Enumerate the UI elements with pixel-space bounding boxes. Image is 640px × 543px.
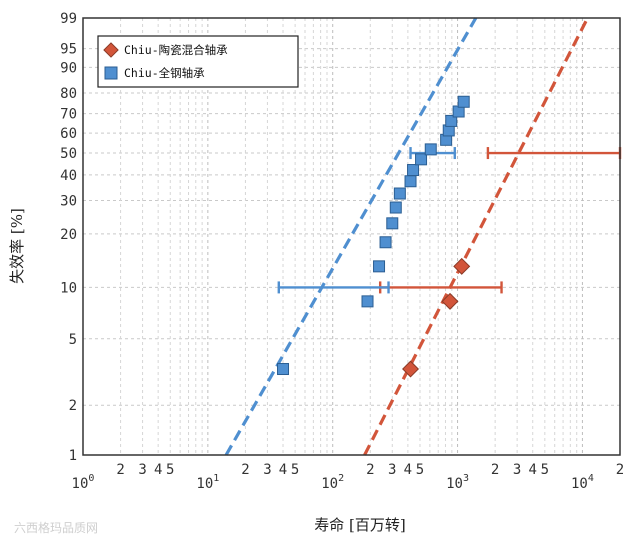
data-point-steel <box>393 187 406 200</box>
x-minor-tick-label: 3 <box>138 462 146 478</box>
y-tick-label: 10 <box>60 280 77 296</box>
data-point-hybrid <box>402 360 420 378</box>
grid <box>82 17 621 456</box>
legend-marker-square <box>104 66 118 80</box>
legend: Chiu-陶瓷混合轴承 Chiu-全钢轴承 <box>97 35 299 88</box>
legend-box <box>97 35 299 88</box>
x-minor-tick-label: 2 <box>366 462 374 478</box>
x-minor-tick-label: 5 <box>416 462 424 478</box>
x-minor-tick-label: 4 <box>404 462 412 478</box>
y-tick-label: 2 <box>69 398 77 414</box>
x-axis-label: 寿命 [百万转] <box>314 516 405 534</box>
fit-lines <box>224 17 590 456</box>
plot-frame <box>82 17 621 456</box>
x-tick-label: 102 <box>321 473 344 492</box>
data-point-steel <box>424 143 437 156</box>
x-minor-tick-label: 2 <box>116 462 124 478</box>
x-minor-tick-label: 2 <box>241 462 249 478</box>
legend-marker-diamond <box>103 42 119 58</box>
x-minor-tick-label: 3 <box>513 462 521 478</box>
data-point-steel <box>389 201 402 214</box>
x-tick-label: 103 <box>446 473 469 492</box>
y-tick-label: 90 <box>60 60 77 76</box>
y-tick-label: 30 <box>60 193 77 209</box>
y-tick-label: 60 <box>60 126 77 142</box>
x-minor-tick-label: 4 <box>154 462 162 478</box>
x-minor-tick-label: 4 <box>529 462 537 478</box>
x-tick-label: 101 <box>196 473 219 492</box>
y-tick-label: 20 <box>60 227 77 243</box>
data-point-steel <box>379 236 392 249</box>
legend-label-hybrid: Chiu-陶瓷混合轴承 <box>124 43 228 57</box>
y-tick-label: 95 <box>60 42 77 58</box>
legend-label-steel: Chiu-全钢轴承 <box>124 66 205 80</box>
x-minor-tick-label: 5 <box>291 462 299 478</box>
data-point-steel <box>445 114 458 127</box>
y-tick-label: 99 <box>60 11 77 27</box>
error-bar-steel <box>277 281 390 294</box>
data-point-steel <box>373 260 386 273</box>
data-point-steel <box>386 217 399 230</box>
y-tick-label: 5 <box>69 332 77 348</box>
x-minor-tick-label: 2 <box>491 462 499 478</box>
error-bar-hybrid <box>486 147 622 160</box>
y-tick-labels: 1 2 5 10 20 30 40 50 60 70 80 90 95 99 <box>60 11 77 464</box>
x-minor-tick-label: 4 <box>279 462 287 478</box>
error-bar-hybrid <box>378 281 503 294</box>
x-minor-tick-label: 2 <box>616 462 624 478</box>
x-minor-tick-label: 3 <box>263 462 271 478</box>
error-bars <box>277 147 622 294</box>
y-tick-label: 70 <box>60 107 77 123</box>
data-point-steel <box>361 295 374 308</box>
data-point-steel <box>404 175 417 188</box>
data-point-steel <box>415 153 428 166</box>
data-point-steel <box>277 363 290 376</box>
data-point-hybrid <box>441 292 459 310</box>
x-tick-label: 104 <box>571 473 594 492</box>
watermark: 六西格玛品质网 <box>14 520 98 535</box>
y-axis-label: 失效率 [%] <box>8 208 26 284</box>
data-point-hybrid <box>453 257 471 275</box>
x-minor-tick-label: 5 <box>541 462 549 478</box>
data-points <box>277 95 471 378</box>
y-tick-label: 80 <box>60 86 77 102</box>
y-tick-label: 50 <box>60 146 77 162</box>
data-point-steel <box>407 164 420 177</box>
y-tick-label: 40 <box>60 168 77 184</box>
x-minor-tick-label: 5 <box>166 462 174 478</box>
data-point-steel <box>457 95 470 108</box>
x-minor-tick-label: 3 <box>388 462 396 478</box>
x-tick-label: 100 <box>72 473 95 492</box>
y-tick-label: 1 <box>69 448 77 464</box>
fit-line-hybrid <box>363 17 590 456</box>
